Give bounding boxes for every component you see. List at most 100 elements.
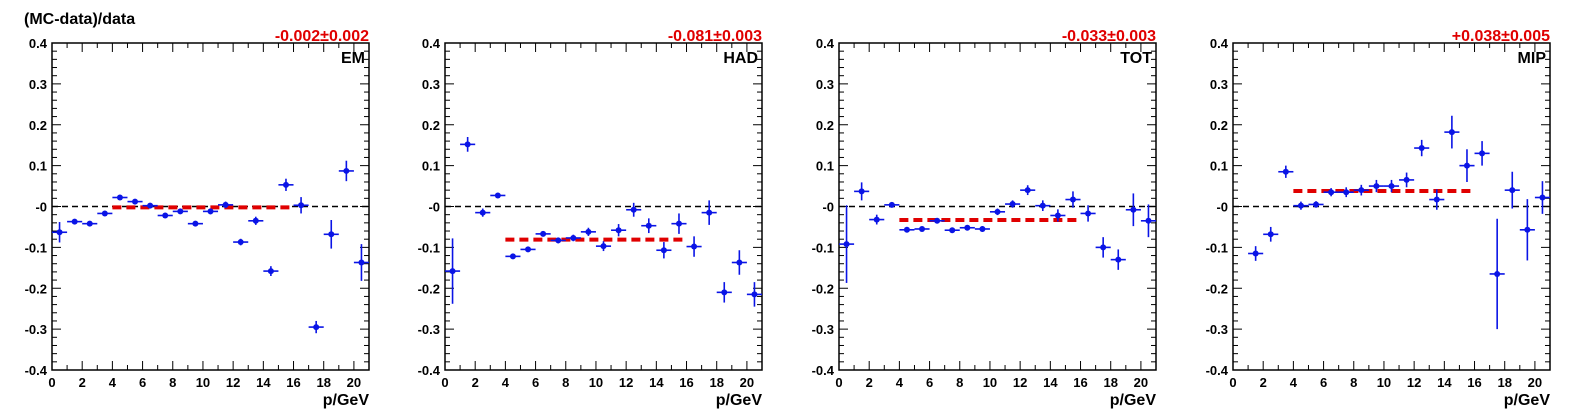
- x-tick-label: 12: [1013, 375, 1027, 390]
- data-point: [843, 241, 850, 248]
- x-tick-label: 0: [48, 375, 55, 390]
- panel-label: MIP: [1518, 50, 1547, 67]
- x-tick-label: 2: [1260, 375, 1267, 390]
- data-point: [1069, 196, 1076, 203]
- data-point: [691, 243, 698, 250]
- y-tick-label: -0.4: [1206, 363, 1229, 378]
- data-point: [192, 220, 199, 227]
- x-tick-label: 2: [472, 375, 479, 390]
- x-tick-label: 8: [956, 375, 963, 390]
- data-point: [101, 210, 108, 217]
- y-tick-label: -0: [1216, 200, 1228, 215]
- data-point: [343, 167, 350, 174]
- data-point: [162, 212, 169, 219]
- x-tick-label: 16: [1467, 375, 1481, 390]
- data-point: [1539, 194, 1546, 201]
- y-tick-label: 0.1: [422, 159, 440, 174]
- y-tick-label: 0.4: [422, 36, 441, 51]
- data-point: [1373, 183, 1380, 190]
- data-point: [600, 243, 607, 250]
- data-point: [207, 208, 214, 215]
- y-tick-label: 0.3: [422, 77, 440, 92]
- fit-result: +0.038±0.005: [1452, 28, 1550, 45]
- panel-label: TOT: [1120, 50, 1152, 67]
- data-point: [494, 192, 501, 199]
- x-tick-label: 18: [1103, 375, 1117, 390]
- data-point: [1130, 206, 1137, 213]
- y-tick-label: 0.2: [816, 118, 834, 133]
- y-tick-label: -0.4: [418, 363, 441, 378]
- data-point: [540, 230, 547, 237]
- data-point: [358, 259, 365, 266]
- y-tick-label: -0.4: [812, 363, 835, 378]
- data-point: [873, 216, 880, 223]
- data-point: [949, 227, 956, 234]
- x-tick-label: 6: [139, 375, 146, 390]
- y-tick-label: -0.3: [418, 322, 440, 337]
- x-axis-title: p/GeV: [716, 392, 763, 409]
- fit-result: -0.002±0.002: [275, 28, 369, 45]
- y-tick-label: -0.3: [812, 322, 834, 337]
- y-tick-label: -0.4: [25, 363, 48, 378]
- data-point: [1115, 256, 1122, 263]
- panel-had: 0 2 4 6 8 10 12 14 16 18 20 0.4 0.3 0.2 0.1 -0 -0.1 -0.2 -…: [418, 28, 763, 409]
- x-tick-label: 2: [79, 375, 86, 390]
- data-point: [1388, 183, 1395, 190]
- x-tick-label: 12: [226, 375, 240, 390]
- x-tick-label: 0: [835, 375, 842, 390]
- data-point: [706, 209, 713, 216]
- data-point: [1282, 168, 1289, 175]
- x-tick-label: 10: [589, 375, 603, 390]
- data-point: [237, 239, 244, 246]
- panel-label: HAD: [723, 50, 758, 67]
- y-tick-label: -0.3: [25, 322, 47, 337]
- data-point: [1479, 150, 1486, 157]
- data-point: [570, 234, 577, 241]
- fit-result: -0.081±0.003: [668, 28, 762, 45]
- data-point: [1448, 129, 1455, 136]
- y-tick-label: 0.3: [1210, 77, 1228, 92]
- x-tick-label: 14: [256, 375, 271, 390]
- data-point: [1313, 201, 1320, 208]
- y-tick-label: 0.4: [29, 36, 48, 51]
- y-tick-label: -0.1: [812, 240, 834, 255]
- data-point: [1463, 162, 1470, 169]
- y-tick-label: 0.2: [29, 118, 47, 133]
- x-axis-title: p/GeV: [1110, 392, 1157, 409]
- y-tick-label: -0: [428, 200, 440, 215]
- data-point: [630, 206, 637, 213]
- y-tick-label: 0.3: [816, 77, 834, 92]
- plot-frame: [838, 42, 1157, 371]
- data-point: [994, 208, 1001, 215]
- data-point: [555, 237, 562, 244]
- data-point: [1403, 176, 1410, 183]
- data-point: [282, 181, 289, 188]
- y-tick-label: -0: [35, 200, 47, 215]
- data-point: [919, 225, 926, 232]
- panel-label: EM: [341, 50, 365, 67]
- x-tick-label: 16: [1073, 375, 1087, 390]
- data-point: [660, 247, 667, 254]
- data-point: [585, 228, 592, 235]
- data-point: [858, 188, 865, 195]
- panel-mip: 0 2 4 6 8 10 12 14 16 18 20 0.4 0.3 0.2 0.1 -0 -0.1 -0.2 -…: [1206, 28, 1551, 409]
- data-point: [964, 224, 971, 231]
- x-tick-label: 0: [441, 375, 448, 390]
- data-point: [1100, 244, 1107, 251]
- data-point: [751, 291, 758, 298]
- x-tick-label: 20: [740, 375, 754, 390]
- data-point: [1009, 201, 1016, 208]
- data-point: [675, 220, 682, 227]
- panel-em: 0 2 4 6 8 10 12 14 16 18 20 0.4 0.3 0.2 0.1 -0 -0.1 -0.2 -…: [25, 28, 370, 409]
- x-tick-label: 12: [619, 375, 633, 390]
- x-tick-label: 6: [532, 375, 539, 390]
- data-point: [116, 194, 123, 201]
- x-tick-label: 6: [926, 375, 933, 390]
- x-tick-label: 14: [649, 375, 664, 390]
- data-point: [1358, 187, 1365, 194]
- data-point: [979, 225, 986, 232]
- x-tick-label: 12: [1407, 375, 1421, 390]
- x-tick-label: 16: [286, 375, 300, 390]
- x-tick-label: 4: [896, 375, 904, 390]
- data-point: [313, 324, 320, 331]
